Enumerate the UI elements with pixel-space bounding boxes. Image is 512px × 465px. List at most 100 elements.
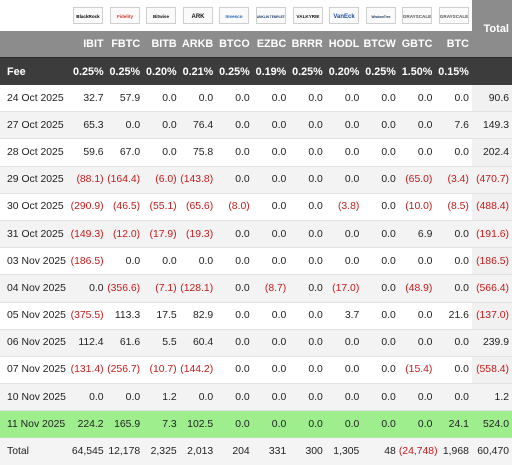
row-total-cell: 90.6 [471, 85, 512, 113]
fee-cell: 0.25% [362, 57, 399, 85]
grayscale-logo-gbtc: GRAYSCALE [402, 7, 433, 24]
flow-cell: 0.0 [362, 247, 399, 276]
table-row: 03 Nov 2025 (186.5) 0.0 0.0 0.0 0.0 0.0 0.0 0.0 0… [0, 247, 512, 276]
flow-cell: 76.4 [179, 111, 217, 140]
flow-cell: 0.0 [143, 85, 180, 113]
flow-cell: 0.0 [252, 302, 290, 330]
ticker-header: EZBC [252, 31, 290, 58]
ark-logo: ARK [182, 7, 213, 24]
flow-cell: 0.0 [362, 356, 399, 385]
flow-cell: (143.8) [179, 166, 217, 194]
ticker-header: BTCW [362, 31, 399, 58]
flow-cell: 0.0 [398, 329, 436, 357]
cumulative-total-cell: 64,545 [70, 437, 107, 465]
fee-cell: 0.19% [252, 57, 290, 85]
row-date: 24 Oct 2025 [0, 85, 71, 113]
row-total-cell: (137.0) [471, 302, 512, 330]
flow-cell: 0.0 [252, 356, 290, 385]
row-total-cell: (470.7) [471, 166, 512, 194]
franklin-templeton-logo: FRANKLIN TEMPLETON [255, 7, 286, 24]
flow-cell: 0.0 [289, 383, 326, 412]
flow-cell: 0.0 [289, 111, 326, 140]
row-date: 07 Nov 2025 [0, 356, 71, 385]
flow-cell: 6.9 [398, 220, 436, 249]
fee-label: Fee [0, 57, 71, 85]
ticker-header: BTC [435, 31, 472, 58]
cumulative-total-cell: 204 [216, 437, 253, 465]
flow-cell: 0.0 [289, 193, 326, 221]
row-total-cell: 239.9 [471, 329, 512, 357]
logo-lettering: Fidelity [117, 14, 134, 19]
invesco-logo: Invesco [219, 7, 250, 24]
flow-cell: (17.9) [143, 220, 180, 249]
flow-cell: 0.0 [216, 138, 253, 167]
row-date: 04 Nov 2025 [0, 274, 71, 303]
flow-cell: 112.4 [70, 329, 107, 357]
flow-cell: 0.0 [216, 220, 253, 249]
flow-cell: 0.0 [398, 383, 436, 412]
table-row: 06 Nov 2025 112.4 61.6 5.5 60.4 0.0 0.0 0.0 0.0 0… [0, 329, 512, 357]
logo-cell: Fidelity [106, 0, 144, 31]
table-row: 24 Oct 2025 32.7 57.9 0.0 0.0 0.0 0.0 0.0 0.0 0.0… [0, 85, 512, 113]
row-total-cell: 1.2 [471, 383, 512, 412]
ticker-header: IBIT [70, 31, 107, 58]
flow-cell: 0.0 [325, 85, 363, 113]
logo-lettering: Invesco [226, 14, 243, 19]
cumulative-total-cell: 48 [362, 437, 399, 465]
fee-cell: 0.15% [435, 57, 472, 85]
flow-cell: 0.0 [398, 302, 436, 330]
cumulative-total-cell: 300 [289, 437, 326, 465]
cumulative-total-cell: 1,305 [325, 437, 363, 465]
flow-cell: 0.0 [398, 247, 436, 276]
logo-cell: GRAYSCALE [398, 0, 436, 31]
row-date: 30 Oct 2025 [0, 193, 71, 221]
logo-lettering: Bitwise [153, 14, 170, 19]
flow-cell: 0.0 [216, 410, 253, 439]
flow-cell: 67.0 [106, 138, 144, 167]
flow-cell: (17.0) [325, 274, 363, 303]
flow-cell: 0.0 [435, 138, 472, 167]
flow-cell: (8.0) [216, 193, 253, 221]
fee-cell: 0.25% [289, 57, 326, 85]
flow-cell: (55.1) [143, 193, 180, 221]
flow-cell: (65.0) [398, 166, 436, 194]
flow-cell: 0.0 [143, 138, 180, 167]
fee-cell: 0.25% [70, 57, 107, 85]
flow-cell: 1.2 [143, 383, 180, 412]
flow-cell: 0.0 [362, 302, 399, 330]
highlighted-table-row: 11 Nov 2025 224.2 165.9 7.3 102.5 0.0 0.0 0.0 0.… [0, 410, 512, 439]
flow-cell: 0.0 [106, 111, 144, 140]
flow-cell: (7.1) [143, 274, 180, 303]
row-date: 05 Nov 2025 [0, 302, 71, 330]
flow-cell: 17.5 [143, 302, 180, 330]
flow-cell: 0.0 [398, 410, 436, 439]
flow-cell: (149.3) [70, 220, 107, 249]
flow-cell: 0.0 [289, 85, 326, 113]
row-total-cell: (186.5) [471, 247, 512, 276]
flow-cell: 82.9 [179, 302, 217, 330]
logo-cell: Bitwise [143, 0, 180, 31]
flow-cell: 0.0 [289, 302, 326, 330]
flow-cell: 0.0 [216, 274, 253, 303]
logo-cell: VALKYRIE [289, 0, 326, 31]
flow-cell: 7.6 [435, 111, 472, 140]
flow-cell: 0.0 [325, 111, 363, 140]
logo-lettering: WisdomTree [371, 15, 390, 19]
ticker-header: GBTC [398, 31, 436, 58]
ticker-header: ARKB [179, 31, 217, 58]
cumulative-total-cell: 2,013 [179, 437, 217, 465]
flow-cell: (48.9) [398, 274, 436, 303]
row-date: 27 Oct 2025 [0, 111, 71, 140]
table-row: 27 Oct 2025 65.3 0.0 0.0 76.4 0.0 0.0 0.0 0.0 0.0… [0, 111, 512, 140]
cumulative-total-cell: 12,178 [106, 437, 144, 465]
flow-cell: 59.6 [70, 138, 107, 167]
wisdomtree-logo: WisdomTree [365, 7, 396, 24]
vaneck-logo: VanEck [329, 7, 360, 24]
row-date: 29 Oct 2025 [0, 166, 71, 194]
flow-cell: 0.0 [325, 247, 363, 276]
flow-cell: 0.0 [252, 410, 290, 439]
row-date: 28 Oct 2025 [0, 138, 71, 167]
flow-cell: 0.0 [179, 85, 217, 113]
flow-cell: 0.0 [252, 220, 290, 249]
